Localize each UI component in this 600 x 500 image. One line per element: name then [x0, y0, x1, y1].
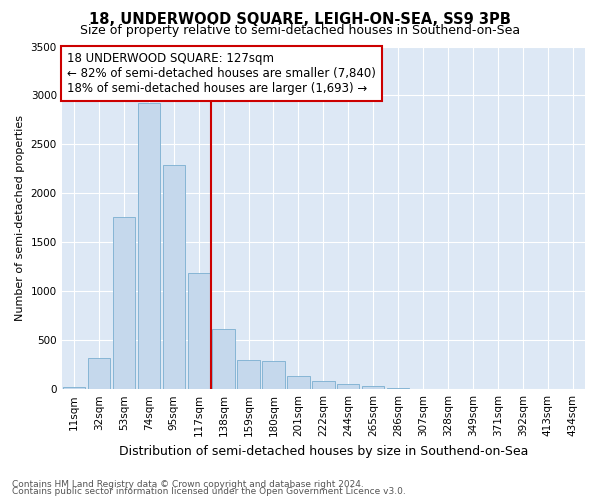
Bar	[238, 360, 260, 389]
Y-axis label: Number of semi-detached properties: Number of semi-detached properties	[15, 115, 25, 321]
Bar	[188, 273, 210, 389]
Bar	[337, 384, 359, 389]
Bar	[212, 330, 235, 389]
Text: Contains HM Land Registry data © Crown copyright and database right 2024.: Contains HM Land Registry data © Crown c…	[12, 480, 364, 489]
Bar	[113, 217, 135, 389]
Text: Size of property relative to semi-detached houses in Southend-on-Sea: Size of property relative to semi-detach…	[80, 24, 520, 37]
Bar	[137, 104, 160, 389]
X-axis label: Distribution of semi-detached houses by size in Southend-on-Sea: Distribution of semi-detached houses by …	[119, 444, 528, 458]
Bar	[287, 376, 310, 389]
Text: Contains public sector information licensed under the Open Government Licence v3: Contains public sector information licen…	[12, 487, 406, 496]
Bar	[88, 358, 110, 389]
Bar	[387, 388, 409, 389]
Bar	[163, 165, 185, 389]
Bar	[312, 382, 335, 389]
Bar	[63, 386, 85, 389]
Text: 18, UNDERWOOD SQUARE, LEIGH-ON-SEA, SS9 3PB: 18, UNDERWOOD SQUARE, LEIGH-ON-SEA, SS9 …	[89, 12, 511, 28]
Bar	[262, 361, 285, 389]
Text: 18 UNDERWOOD SQUARE: 127sqm
← 82% of semi-detached houses are smaller (7,840)
18: 18 UNDERWOOD SQUARE: 127sqm ← 82% of sem…	[67, 52, 376, 94]
Bar	[362, 386, 385, 389]
